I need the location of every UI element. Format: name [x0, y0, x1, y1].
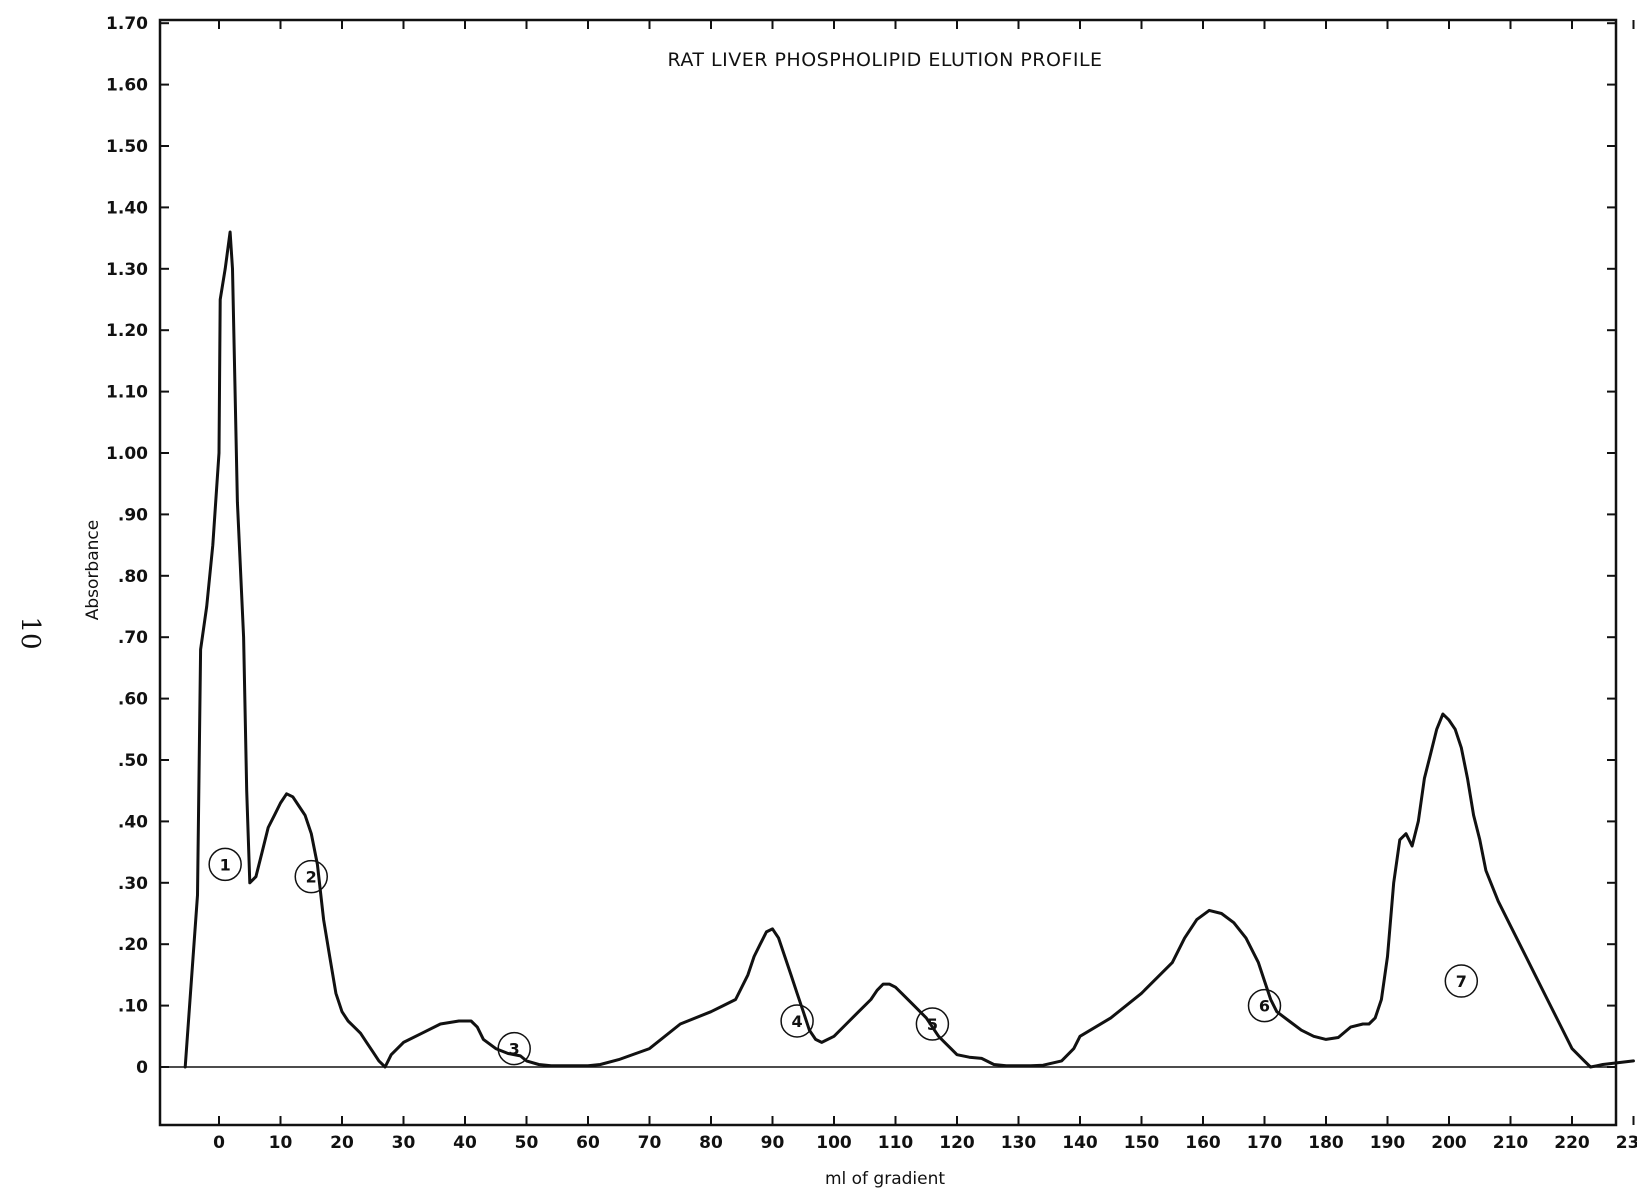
x-tick-label: 220 [1554, 1133, 1590, 1153]
x-tick-label: 40 [453, 1133, 477, 1153]
x-tick-label: 80 [699, 1133, 723, 1153]
y-tick-label: 1.70 [106, 14, 148, 34]
x-tick-label: 230 [1616, 1133, 1637, 1153]
y-tick-label: 1.20 [106, 321, 148, 341]
peak-label: 6 [1259, 997, 1270, 1016]
x-tick-label: 180 [1308, 1133, 1344, 1153]
y-axis-label: Absorbance [83, 520, 103, 620]
y-tick-label: .80 [118, 567, 148, 587]
chart-title: RAT LIVER PHOSPHOLIPID ELUTION PROFILE [667, 49, 1102, 71]
x-axis-label: ml of gradient [825, 1169, 945, 1189]
peak-label-circle [1444, 964, 1479, 998]
y-tick-label: .10 [118, 997, 148, 1017]
x-tick-label: 140 [1062, 1133, 1098, 1153]
y-tick-label: 1.40 [106, 198, 148, 218]
peak-label: 7 [1456, 972, 1467, 991]
page-number: 10 [15, 616, 45, 649]
x-tick-label: 190 [1370, 1133, 1406, 1153]
y-tick-label: 1.10 [106, 383, 148, 403]
peak-label-circle [208, 847, 242, 882]
y-tick-label: .70 [118, 628, 148, 648]
peak-label: 5 [927, 1015, 938, 1034]
series-line [183, 230, 1635, 1069]
y-tick-label: .60 [118, 690, 148, 710]
x-tick-label: 50 [515, 1133, 539, 1153]
y-tick-label: 1.30 [106, 260, 148, 280]
x-tick-label: 30 [392, 1133, 416, 1153]
x-tick-label: 130 [1001, 1133, 1037, 1153]
x-tick-label: 90 [761, 1133, 785, 1153]
x-tick-label: 200 [1431, 1133, 1467, 1153]
y-tick-label: .40 [118, 812, 148, 832]
peak-label: 1 [220, 855, 231, 874]
y-tick-label: 1.00 [106, 444, 148, 464]
x-tick-label: 170 [1247, 1133, 1283, 1153]
y-tick-label: 1.60 [106, 76, 148, 96]
peak-label-circle [294, 859, 328, 894]
peak-label: 2 [306, 868, 317, 887]
y-tick-label: .90 [118, 505, 148, 525]
y-tick-label: .30 [118, 874, 148, 894]
x-axis-ticks: 0 10 20 30 40 50 60 70 80 90 100 110 120 130 140 150 160… [213, 20, 1637, 1153]
plot-frame [158, 18, 1618, 1127]
y-tick-label: .50 [118, 751, 148, 771]
peak-label-circle [780, 1004, 814, 1038]
peak-label: 4 [792, 1012, 803, 1031]
x-tick-label: 10 [269, 1133, 293, 1153]
peak-label-circle [497, 1031, 531, 1066]
x-tick-label: 150 [1124, 1133, 1160, 1153]
x-tick-label: 100 [816, 1133, 852, 1153]
x-tick-label: 110 [878, 1133, 914, 1153]
peak-labels: 1 2 3 4 5 6 7 [208, 847, 1479, 1066]
peak-label-circle [915, 1007, 950, 1041]
x-tick-label: 120 [939, 1133, 975, 1153]
peak-label-circle [1247, 988, 1282, 1023]
x-tick-label: 160 [1185, 1133, 1221, 1153]
x-tick-label: 210 [1493, 1133, 1529, 1153]
y-tick-label: 0 [136, 1058, 148, 1078]
x-tick-label: 0 [213, 1133, 225, 1153]
x-tick-label: 70 [638, 1133, 662, 1153]
y-tick-label: 1.50 [106, 137, 148, 157]
x-tick-label: 20 [330, 1133, 354, 1153]
x-tick-label: 60 [576, 1133, 600, 1153]
peak-label: 3 [509, 1040, 520, 1059]
y-tick-label: .20 [118, 935, 148, 955]
y-axis-ticks: 0 .10 .20 .30 .40 .50 .60 .70 .80 .90 1.00 1.10 1.20… [106, 14, 1616, 1078]
